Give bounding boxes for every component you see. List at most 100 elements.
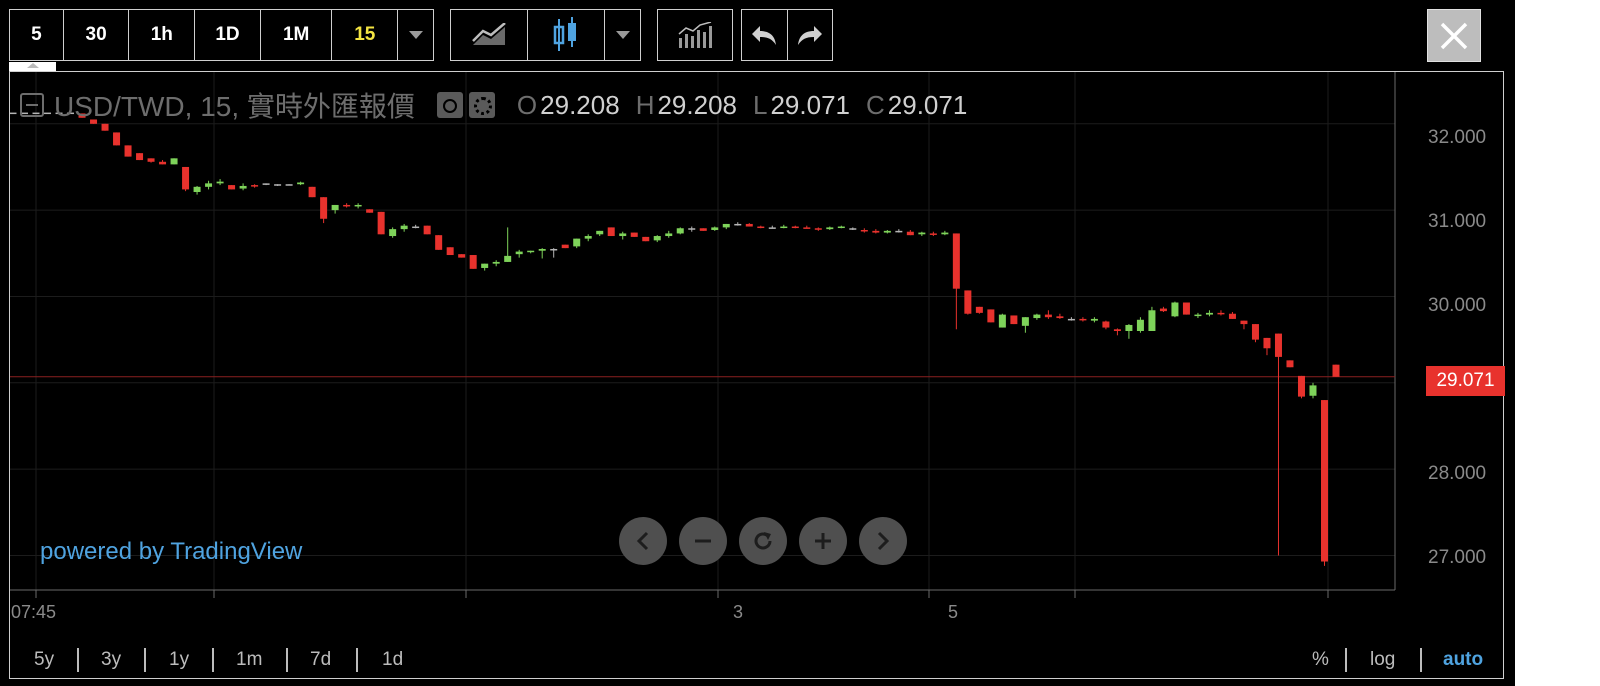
candle xyxy=(55,112,63,115)
chart-type-dropdown-button[interactable] xyxy=(605,10,640,60)
range-1m-button[interactable]: 1m xyxy=(236,649,263,670)
chevron-right-icon xyxy=(877,531,890,551)
range-1d-button[interactable]: 1d xyxy=(382,649,404,670)
candle xyxy=(44,112,52,115)
candle-body xyxy=(757,226,765,229)
auto-scale-button[interactable]: auto xyxy=(1443,649,1484,670)
gear-icon[interactable] xyxy=(468,92,495,118)
range-3y-button[interactable]: 3y xyxy=(101,649,122,670)
interval-dropdown-button[interactable] xyxy=(398,10,433,60)
candle-body xyxy=(469,255,477,269)
chevron-down-icon xyxy=(615,31,630,39)
candle-body xyxy=(1125,324,1133,331)
candle xyxy=(67,112,75,115)
tradingview-watermark[interactable]: powered by TradingView xyxy=(40,538,303,565)
log-scale-button[interactable]: log xyxy=(1370,649,1396,670)
reset-chart-button[interactable] xyxy=(739,517,787,565)
legend-collapse-icon[interactable] xyxy=(20,93,44,117)
scroll-right-button[interactable] xyxy=(859,517,907,565)
candle-body xyxy=(596,230,604,235)
candle-body xyxy=(1228,313,1236,319)
candle xyxy=(435,235,443,250)
candle xyxy=(676,227,684,235)
candle xyxy=(619,231,627,240)
candle xyxy=(481,263,489,271)
undo-button[interactable] xyxy=(742,10,788,60)
candle xyxy=(331,204,339,214)
candle xyxy=(124,145,132,157)
candle-body xyxy=(860,229,868,232)
price-tick: 27.000 xyxy=(1428,547,1487,568)
candle-body xyxy=(1332,364,1340,377)
zoom-in-button[interactable] xyxy=(799,517,847,565)
candles-layer xyxy=(10,112,1340,566)
candle xyxy=(757,225,765,229)
candle-body xyxy=(711,227,719,230)
candle-body xyxy=(32,112,40,115)
candle-body xyxy=(745,223,753,227)
candle xyxy=(1136,317,1144,333)
candle xyxy=(550,248,558,258)
candle xyxy=(573,238,581,249)
candle xyxy=(1090,317,1098,323)
interval-5-button[interactable]: 5 xyxy=(10,10,64,60)
candle xyxy=(975,306,983,314)
candle-body xyxy=(676,228,684,234)
interval-15-button[interactable]: 15 xyxy=(332,10,399,60)
eye-icon[interactable] xyxy=(436,92,463,118)
candle xyxy=(987,309,995,323)
candle-body xyxy=(1286,360,1294,368)
candle-body xyxy=(987,309,995,323)
candle xyxy=(688,226,696,232)
range-7d-button[interactable]: 7d xyxy=(310,649,332,670)
percent-scale-button[interactable]: % xyxy=(1312,649,1329,670)
candle xyxy=(780,224,788,229)
candle-body xyxy=(1056,316,1064,319)
candle-body xyxy=(780,226,788,229)
close-value: 29.071 xyxy=(887,89,968,120)
candle xyxy=(1182,302,1190,315)
candle-body xyxy=(251,185,259,187)
zoom-out-button[interactable] xyxy=(679,517,727,565)
candle xyxy=(205,180,213,190)
candle xyxy=(343,203,351,208)
range-1y-button[interactable]: 1y xyxy=(169,649,190,670)
line-chart-button[interactable] xyxy=(451,10,529,60)
candle xyxy=(113,132,121,146)
candle xyxy=(527,250,535,254)
candle-body xyxy=(734,223,742,226)
collapse-tab[interactable] xyxy=(9,62,56,71)
candle-body xyxy=(423,225,431,235)
redo-button[interactable] xyxy=(788,10,833,60)
price-chart[interactable] xyxy=(10,72,1505,680)
close-label: C xyxy=(866,89,885,120)
candle xyxy=(504,227,512,262)
chart-area[interactable]: USD/TWD, 15, 實時外匯報價 O 29.208 H 29.208 L 29.… xyxy=(9,71,1505,680)
candle-body xyxy=(975,306,983,313)
time-tick: 5 xyxy=(948,602,959,622)
candle xyxy=(745,223,753,227)
candle-body xyxy=(504,255,512,262)
interval-1m-button[interactable]: 1M xyxy=(261,10,333,60)
interval-1d-button[interactable]: 1D xyxy=(195,10,261,60)
candle xyxy=(354,203,362,209)
interval-30-button[interactable]: 30 xyxy=(64,10,130,60)
candle xyxy=(400,223,408,232)
candle xyxy=(895,229,903,233)
candle xyxy=(1240,320,1248,330)
candle-body xyxy=(1136,319,1144,331)
candle xyxy=(492,260,500,267)
scroll-left-button[interactable] xyxy=(619,517,667,565)
candle xyxy=(1194,312,1202,319)
candle xyxy=(308,186,316,198)
chart-type-toolbar xyxy=(450,9,641,61)
candle-chart-button[interactable] xyxy=(528,10,606,60)
candle xyxy=(998,313,1006,328)
candle xyxy=(170,158,178,165)
range-5y-button[interactable]: 5y xyxy=(34,649,55,670)
indicators-button[interactable] xyxy=(658,10,732,60)
close-button[interactable] xyxy=(1427,9,1481,62)
interval-1h-button[interactable]: 1h xyxy=(129,10,196,60)
candle xyxy=(136,153,144,161)
candle-body xyxy=(1251,324,1259,340)
